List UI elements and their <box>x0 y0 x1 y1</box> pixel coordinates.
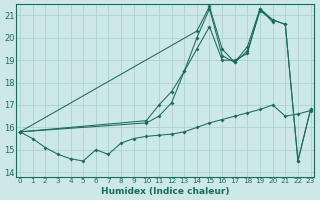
X-axis label: Humidex (Indice chaleur): Humidex (Indice chaleur) <box>101 187 229 196</box>
